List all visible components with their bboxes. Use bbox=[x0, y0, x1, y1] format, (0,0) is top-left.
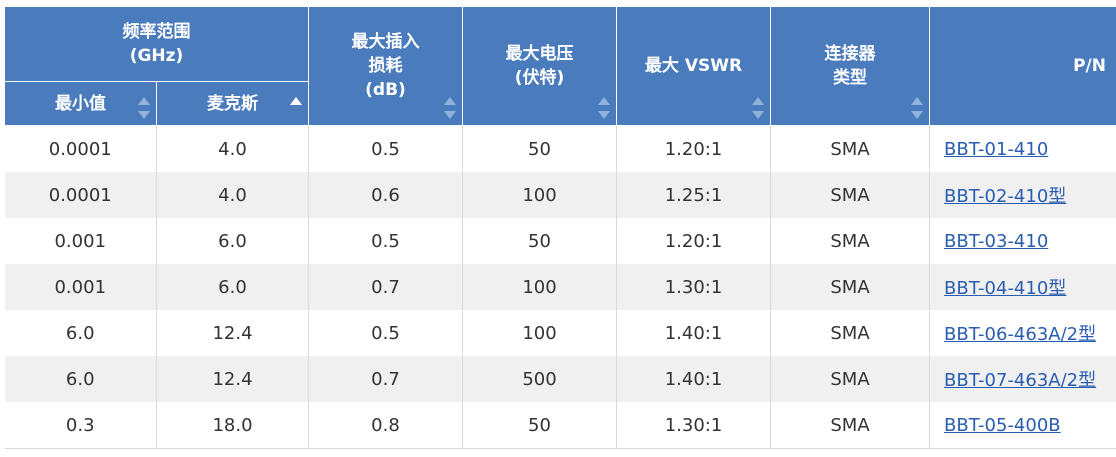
max-label: 麦克斯 bbox=[207, 93, 258, 114]
cell-min: 0.3 bbox=[4, 402, 157, 449]
sort-icon[interactable] bbox=[138, 97, 150, 119]
cell-pn: BBT-01-410 bbox=[929, 125, 1116, 172]
cell-vswr: 1.40:1 bbox=[616, 310, 771, 356]
cell-min: 0.001 bbox=[4, 218, 157, 264]
connector-type-header[interactable]: 连接器 类型 bbox=[770, 6, 930, 126]
cell-pn: BBT-04-410型 bbox=[929, 264, 1116, 310]
cell-pn: BBT-02-410型 bbox=[929, 172, 1116, 218]
max-vswr-header[interactable]: 最大 VSWR bbox=[616, 6, 771, 126]
table-row: 0.3 18.0 0.8 50 1.30:1 SMA BBT-05-400B bbox=[4, 402, 1116, 449]
cell-voltage: 50 bbox=[462, 125, 617, 172]
insertion-loss-header[interactable]: 最大插入 损耗 (dB) bbox=[308, 6, 463, 126]
table-row: 0.0001 4.0 0.5 50 1.20:1 SMA BBT-01-410 bbox=[4, 125, 1116, 172]
table-row: 0.001 6.0 0.7 100 1.30:1 SMA BBT-04-410型 bbox=[4, 264, 1116, 310]
pn-link[interactable]: BBT-04-410型 bbox=[944, 278, 1067, 299]
cell-loss: 0.7 bbox=[308, 356, 463, 402]
cell-pn: BBT-05-400B bbox=[929, 402, 1116, 449]
cell-loss: 0.5 bbox=[308, 310, 463, 356]
cell-voltage: 500 bbox=[462, 356, 617, 402]
pn-label: P/N bbox=[1073, 56, 1106, 76]
cell-connector: SMA bbox=[770, 310, 930, 356]
cell-max: 6.0 bbox=[156, 218, 309, 264]
pn-link[interactable]: BBT-06-463A/2型 bbox=[944, 324, 1097, 345]
cell-max: 4.0 bbox=[156, 125, 309, 172]
insertion-loss-label: 最大插入 损耗 (dB) bbox=[351, 32, 420, 100]
pn-link[interactable]: BBT-02-410型 bbox=[944, 186, 1067, 207]
cell-connector: SMA bbox=[770, 264, 930, 310]
min-header[interactable]: 最小值 bbox=[4, 81, 157, 126]
cell-max: 18.0 bbox=[156, 402, 309, 449]
cell-voltage: 100 bbox=[462, 172, 617, 218]
table-row: 0.001 6.0 0.5 50 1.20:1 SMA BBT-03-410 bbox=[4, 218, 1116, 264]
cell-voltage: 100 bbox=[462, 310, 617, 356]
pn-link[interactable]: BBT-05-400B bbox=[944, 414, 1061, 436]
table-header: 频率范围 (GHz) 最大插入 损耗 (dB) 最大电压 (伏特) 最大 VSW… bbox=[4, 6, 1116, 126]
cell-min: 6.0 bbox=[4, 310, 157, 356]
cell-min: 0.001 bbox=[4, 264, 157, 310]
table-body: 0.0001 4.0 0.5 50 1.20:1 SMA BBT-01-410 … bbox=[4, 125, 1116, 449]
cell-voltage: 50 bbox=[462, 218, 617, 264]
cell-vswr: 1.30:1 bbox=[616, 264, 771, 310]
sort-icon[interactable] bbox=[911, 97, 923, 119]
cell-connector: SMA bbox=[770, 125, 930, 172]
min-label: 最小值 bbox=[55, 93, 106, 114]
cell-max: 4.0 bbox=[156, 172, 309, 218]
cell-pn: BBT-06-463A/2型 bbox=[929, 310, 1116, 356]
pn-link[interactable]: BBT-07-463A/2型 bbox=[944, 370, 1097, 391]
cell-connector: SMA bbox=[770, 172, 930, 218]
max-voltage-label: 最大电压 (伏特) bbox=[505, 44, 574, 88]
sort-icon[interactable] bbox=[752, 97, 764, 119]
cell-connector: SMA bbox=[770, 402, 930, 449]
freq-range-header: 频率范围 (GHz) bbox=[4, 6, 309, 82]
cell-voltage: 100 bbox=[462, 264, 617, 310]
table-row: 6.0 12.4 0.5 100 1.40:1 SMA BBT-06-463A/… bbox=[4, 310, 1116, 356]
sort-icon[interactable] bbox=[444, 97, 456, 119]
pn-link[interactable]: BBT-01-410 bbox=[944, 138, 1049, 160]
table-row: 0.0001 4.0 0.6 100 1.25:1 SMA BBT-02-410… bbox=[4, 172, 1116, 218]
cell-min: 0.0001 bbox=[4, 125, 157, 172]
cell-loss: 0.5 bbox=[308, 218, 463, 264]
cell-max: 6.0 bbox=[156, 264, 309, 310]
table-row: 6.0 12.4 0.7 500 1.40:1 SMA BBT-07-463A/… bbox=[4, 356, 1116, 402]
cell-vswr: 1.30:1 bbox=[616, 402, 771, 449]
cell-loss: 0.5 bbox=[308, 125, 463, 172]
cell-loss: 0.7 bbox=[308, 264, 463, 310]
cell-connector: SMA bbox=[770, 356, 930, 402]
sort-icon[interactable] bbox=[598, 97, 610, 119]
cell-loss: 0.6 bbox=[308, 172, 463, 218]
cell-connector: SMA bbox=[770, 218, 930, 264]
cell-pn: BBT-07-463A/2型 bbox=[929, 356, 1116, 402]
cell-loss: 0.8 bbox=[308, 402, 463, 449]
freq-range-label: 频率范围 (GHz) bbox=[122, 22, 191, 66]
cell-voltage: 50 bbox=[462, 402, 617, 449]
max-header[interactable]: 麦克斯 bbox=[156, 81, 309, 126]
sort-ascending-icon[interactable] bbox=[290, 97, 302, 107]
cell-max: 12.4 bbox=[156, 310, 309, 356]
cell-pn: BBT-03-410 bbox=[929, 218, 1116, 264]
pn-link[interactable]: BBT-03-410 bbox=[944, 230, 1049, 252]
cell-vswr: 1.40:1 bbox=[616, 356, 771, 402]
connector-type-label: 连接器 类型 bbox=[824, 44, 876, 88]
cell-min: 6.0 bbox=[4, 356, 157, 402]
cell-vswr: 1.20:1 bbox=[616, 218, 771, 264]
cell-vswr: 1.25:1 bbox=[616, 172, 771, 218]
cell-min: 0.0001 bbox=[4, 172, 157, 218]
max-voltage-header[interactable]: 最大电压 (伏特) bbox=[462, 6, 617, 126]
cell-max: 12.4 bbox=[156, 356, 309, 402]
max-vswr-label: 最大 VSWR bbox=[644, 56, 743, 76]
spec-table: 频率范围 (GHz) 最大插入 损耗 (dB) 最大电压 (伏特) 最大 VSW… bbox=[4, 6, 1116, 449]
pn-header: P/N bbox=[929, 6, 1116, 126]
cell-vswr: 1.20:1 bbox=[616, 125, 771, 172]
